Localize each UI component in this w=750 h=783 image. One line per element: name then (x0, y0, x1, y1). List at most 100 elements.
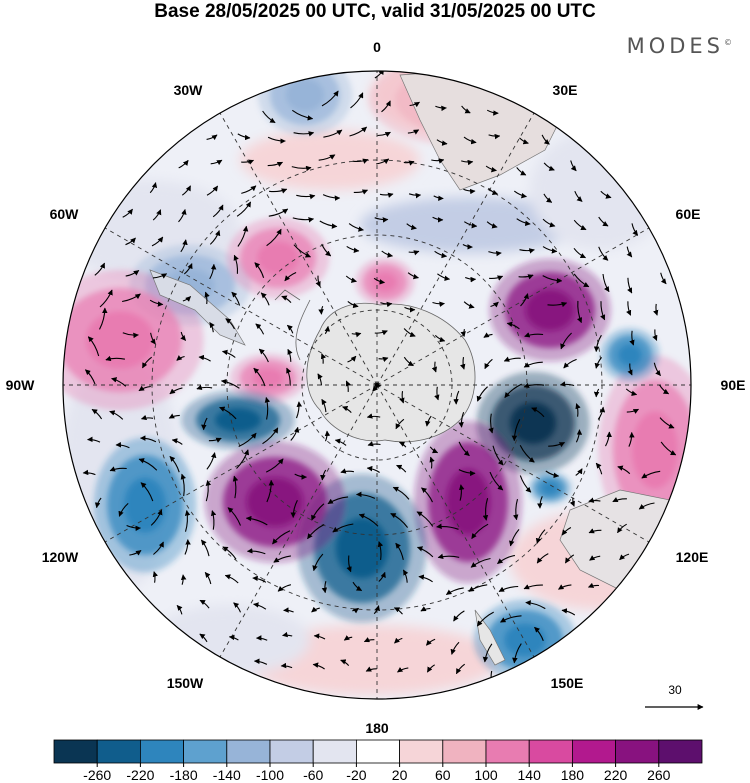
wind-vector-arrow (541, 134, 550, 145)
wind-vector-arrow (258, 348, 269, 363)
wind-vector-arrow (373, 277, 386, 285)
wind-vector-arrow (488, 250, 502, 257)
colorbar-swatch (485, 739, 530, 764)
map-title: Base 28/05/2025 00 UTC, valid 31/05/2025… (154, 1, 596, 22)
wind-vector-arrow (450, 641, 460, 655)
wind-vector-arrow (125, 237, 136, 246)
lon-label-180: 180 (365, 720, 389, 736)
wind-vector-arrow (519, 248, 535, 254)
wind-vector-arrow (631, 223, 639, 236)
wind-vector-arrow (91, 408, 103, 420)
wind-vector-arrow (381, 250, 394, 258)
wind-vector-arrow (178, 159, 189, 169)
colorbar-swatch (96, 739, 141, 764)
wind-vector-arrow (99, 307, 108, 330)
wind-vector-arrow (575, 468, 583, 476)
wind-vector-arrow (626, 408, 639, 414)
wind-vector-arrow (115, 442, 130, 449)
wind-vector-arrow (224, 574, 239, 584)
wind-vector-arrow (353, 189, 369, 195)
map-disc (63, 71, 691, 699)
wind-vector-arrow (142, 356, 153, 369)
wind-vector-arrow (237, 133, 251, 141)
anomaly-negative-southeast-core (541, 481, 559, 495)
wind-vector-arrow (253, 658, 268, 665)
wind-vector-arrow (523, 361, 543, 368)
wind-vector-arrow (332, 523, 354, 533)
map-border (62, 70, 692, 700)
wind-vector-arrow (346, 555, 352, 573)
wind-vector-arrow (254, 262, 265, 278)
wind-vector-arrow (182, 296, 191, 302)
wind-vector-arrow (291, 109, 314, 121)
wind-vector-arrow (463, 221, 478, 229)
colorbar-swatch (53, 739, 98, 764)
wind-vector-arrow (291, 165, 312, 172)
wind-vector-arrow (212, 204, 224, 218)
wind-vector-arrow (345, 380, 351, 392)
wind-vector-arrow (437, 273, 451, 282)
wind-vector-arrow (424, 415, 432, 427)
wind-vector-arrow (520, 293, 529, 307)
wind-vector-arrow (181, 185, 191, 196)
antarctic-peninsula (274, 289, 311, 361)
wind-vector-arrow (204, 571, 212, 585)
wind-vector-arrow (350, 92, 364, 109)
wind-vector-arrow (129, 550, 142, 556)
colorbar-swatch (528, 739, 573, 764)
wind-vector-arrow (149, 182, 158, 194)
wind-vector-arrow (347, 355, 357, 363)
wind-vector-arrow (180, 239, 188, 253)
wind-vector-arrow (497, 554, 516, 565)
anomaly-strong-positive-southwest-core (246, 477, 304, 527)
wind-vector-arrow (461, 159, 474, 166)
south-pole-dot (374, 382, 380, 388)
wind-vector-arrow (558, 584, 572, 590)
anomaly-strong-positive-east-core (525, 289, 575, 331)
wind-vector-arrow (324, 430, 331, 442)
wind-vector-arrow (348, 223, 364, 232)
wind-vector-arrow (315, 275, 321, 288)
wind-vector-arrow (482, 498, 489, 521)
wind-vector-arrow (593, 388, 600, 398)
wind-vector-arrow (543, 162, 555, 171)
wind-vector-arrow (228, 634, 239, 641)
wind-vector-arrow (598, 216, 609, 227)
wind-vector-arrow (284, 271, 297, 282)
modes-logo: MODES© (627, 34, 732, 58)
wind-vector-arrow (524, 332, 544, 338)
wind-vector-arrow (489, 471, 504, 491)
wind-vector-arrow (169, 456, 180, 473)
wind-vector-arrow (241, 185, 257, 194)
anomaly-strong-positive-south-core (446, 469, 490, 535)
wind-vector-arrow (377, 131, 391, 138)
wind-vector-arrow (324, 325, 331, 335)
wind-vector-arrow (597, 406, 606, 420)
wind-vector-arrow (437, 553, 460, 559)
colorbar-tick-label: -220 (126, 767, 154, 783)
wind-vector-arrow (458, 412, 465, 428)
anomaly-negative-west-core (617, 344, 643, 366)
wind-vector-arrow (273, 555, 291, 563)
wind-vector-arrow (559, 381, 575, 387)
wind-vector-arrow (435, 105, 447, 112)
lon-label-60e: 60E (676, 206, 701, 222)
wind-vector-arrow (281, 295, 292, 303)
wind-vector-arrow (365, 666, 377, 672)
wind-vector-arrow (236, 449, 250, 469)
wind-vector-arrow (398, 441, 407, 448)
wind-vector-arrow (237, 225, 249, 247)
colorbar-tick-label: -60 (303, 767, 323, 783)
wind-vector-arrow (416, 511, 434, 527)
wind-vector-arrow (509, 529, 520, 547)
wind-vector-arrow (537, 496, 543, 509)
wind-vector-arrow (436, 139, 448, 146)
wind-vector-arrow (206, 452, 217, 470)
lon-label-30w: 30W (174, 82, 204, 98)
colorbar-tick-label: 100 (474, 767, 498, 783)
wind-vector-arrow (516, 218, 531, 227)
wind-vector-arrow (340, 468, 354, 474)
wind-vector-arrow (293, 131, 315, 137)
anomaly-strong-negative-east-core (509, 402, 557, 444)
lon-label-60w: 60W (50, 206, 80, 222)
